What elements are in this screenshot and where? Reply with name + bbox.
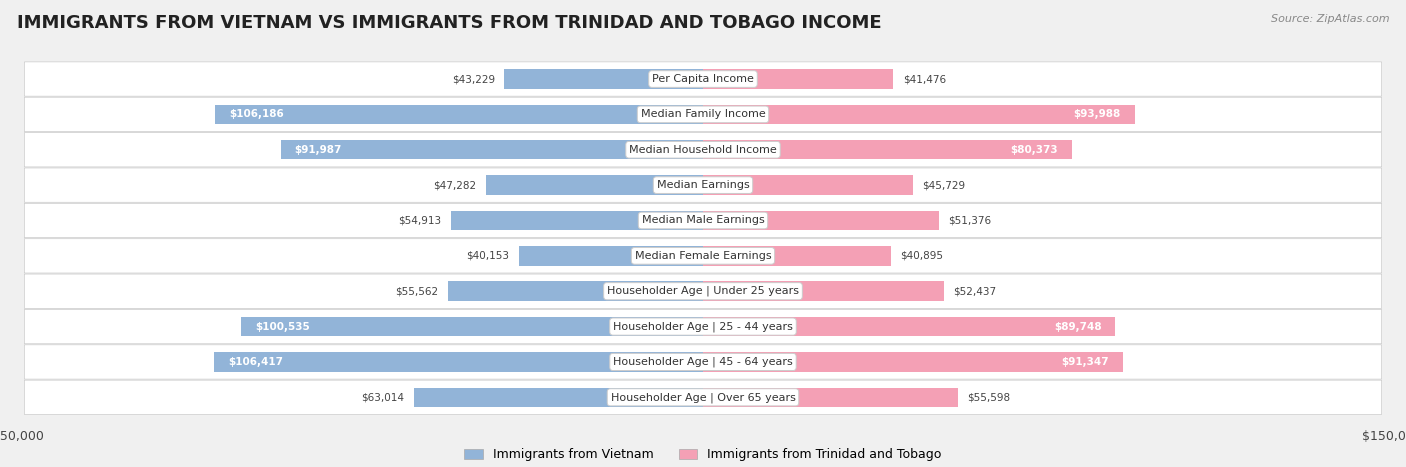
Text: Householder Age | Under 25 years: Householder Age | Under 25 years (607, 286, 799, 297)
Bar (281, 140, 703, 160)
Bar (486, 176, 703, 195)
Text: $100,535: $100,535 (254, 322, 309, 332)
Text: $47,282: $47,282 (433, 180, 477, 190)
Bar (413, 388, 703, 407)
FancyBboxPatch shape (24, 380, 1382, 415)
Bar (703, 140, 1073, 160)
FancyBboxPatch shape (24, 274, 1382, 308)
Text: Median Female Earnings: Median Female Earnings (634, 251, 772, 261)
Text: Householder Age | 25 - 44 years: Householder Age | 25 - 44 years (613, 321, 793, 332)
FancyBboxPatch shape (24, 62, 1382, 96)
Text: $91,347: $91,347 (1062, 357, 1109, 367)
Bar (703, 388, 959, 407)
Text: $89,748: $89,748 (1054, 322, 1101, 332)
Text: $45,729: $45,729 (922, 180, 966, 190)
FancyBboxPatch shape (24, 97, 1382, 132)
Text: $41,476: $41,476 (903, 74, 946, 84)
Text: $80,373: $80,373 (1011, 145, 1059, 155)
Text: $55,598: $55,598 (967, 392, 1011, 402)
Text: $91,987: $91,987 (294, 145, 342, 155)
Text: $54,913: $54,913 (398, 215, 441, 226)
Text: Per Capita Income: Per Capita Income (652, 74, 754, 84)
Bar (451, 211, 703, 230)
Bar (519, 246, 703, 266)
Text: Median Earnings: Median Earnings (657, 180, 749, 190)
Bar (215, 105, 703, 124)
Text: Householder Age | Over 65 years: Householder Age | Over 65 years (610, 392, 796, 403)
FancyBboxPatch shape (24, 345, 1382, 379)
Bar (703, 69, 893, 89)
Text: Source: ZipAtlas.com: Source: ZipAtlas.com (1271, 14, 1389, 24)
FancyBboxPatch shape (24, 203, 1382, 238)
FancyBboxPatch shape (24, 239, 1382, 273)
Text: Median Family Income: Median Family Income (641, 109, 765, 120)
Text: IMMIGRANTS FROM VIETNAM VS IMMIGRANTS FROM TRINIDAD AND TOBAGO INCOME: IMMIGRANTS FROM VIETNAM VS IMMIGRANTS FR… (17, 14, 882, 32)
Bar (505, 69, 703, 89)
Text: $106,417: $106,417 (228, 357, 283, 367)
Text: $40,153: $40,153 (467, 251, 509, 261)
Text: $93,988: $93,988 (1074, 109, 1121, 120)
Text: $63,014: $63,014 (361, 392, 405, 402)
Text: $106,186: $106,186 (229, 109, 284, 120)
Text: $52,437: $52,437 (953, 286, 995, 296)
Bar (703, 176, 912, 195)
Text: Median Household Income: Median Household Income (628, 145, 778, 155)
FancyBboxPatch shape (24, 310, 1382, 344)
Bar (447, 282, 703, 301)
Text: $55,562: $55,562 (395, 286, 439, 296)
Text: $43,229: $43,229 (453, 74, 495, 84)
FancyBboxPatch shape (24, 133, 1382, 167)
Text: Householder Age | 45 - 64 years: Householder Age | 45 - 64 years (613, 357, 793, 367)
Bar (214, 352, 703, 372)
Text: Median Male Earnings: Median Male Earnings (641, 215, 765, 226)
Bar (703, 105, 1135, 124)
FancyBboxPatch shape (24, 168, 1382, 202)
Bar (703, 352, 1122, 372)
Bar (703, 211, 939, 230)
Text: $40,895: $40,895 (900, 251, 943, 261)
Legend: Immigrants from Vietnam, Immigrants from Trinidad and Tobago: Immigrants from Vietnam, Immigrants from… (464, 448, 942, 461)
Bar (242, 317, 703, 336)
Text: $51,376: $51,376 (948, 215, 991, 226)
Bar (703, 282, 943, 301)
Bar (703, 246, 891, 266)
Bar (703, 317, 1115, 336)
